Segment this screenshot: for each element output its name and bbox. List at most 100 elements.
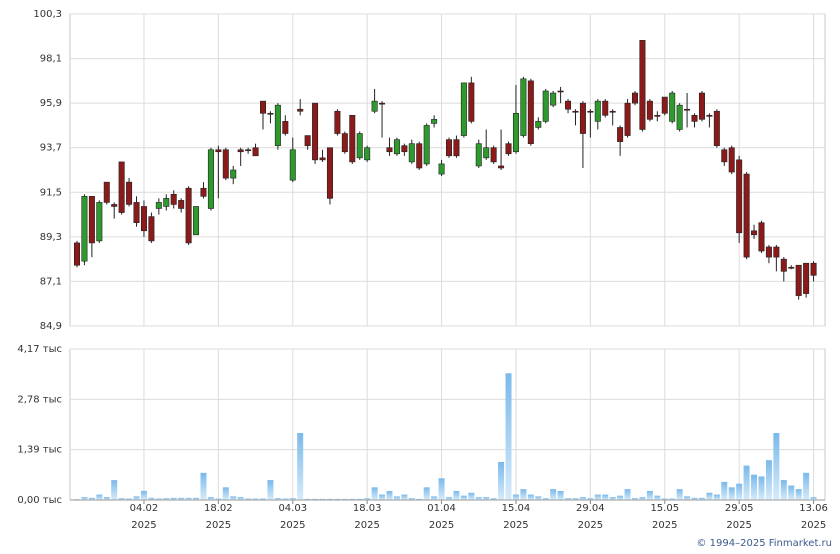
candle-body — [684, 108, 691, 111]
volume-bar — [207, 497, 214, 500]
candle-body — [780, 258, 787, 272]
candle-body — [445, 139, 452, 157]
candle-body — [401, 145, 408, 153]
x-tick-label: 18.03 — [353, 503, 382, 514]
candle-body — [170, 194, 177, 205]
x-tick-label: 29.04 — [576, 503, 605, 514]
candle-body — [304, 135, 311, 146]
volume-bar — [274, 498, 281, 500]
volume-bar — [230, 496, 237, 500]
volume-bar — [252, 498, 259, 500]
volume-bar — [512, 494, 519, 500]
volume-bar — [200, 472, 207, 500]
candle-body — [326, 147, 333, 199]
volume-bar — [579, 497, 586, 500]
volume-bar — [751, 474, 758, 500]
x-tick-label: 04.03 — [278, 503, 307, 514]
volume-bar — [639, 497, 646, 500]
volume-bar — [341, 498, 348, 500]
candle-body — [765, 246, 772, 258]
volume-bar — [237, 497, 244, 500]
y-tick-label: 4,17 тыс — [17, 344, 62, 355]
candle-body — [230, 169, 237, 179]
y-tick-label: 98,1 — [40, 54, 62, 65]
candle-body — [96, 202, 103, 242]
volume-bar — [170, 497, 177, 500]
candle-body — [609, 110, 616, 113]
candle-body — [163, 198, 170, 207]
volume-bar — [803, 472, 810, 500]
x-tick-year: 2025 — [503, 520, 528, 531]
candle-body — [438, 163, 445, 175]
candle-body — [795, 264, 802, 296]
candle-body — [624, 102, 631, 136]
candle-body — [252, 147, 259, 157]
volume-bar — [260, 498, 266, 500]
volume-bar — [215, 498, 222, 500]
x-tick-year: 2025 — [801, 520, 826, 531]
candle-body — [498, 165, 505, 169]
candle-body — [74, 242, 81, 266]
y-tick-label: 95,9 — [40, 98, 62, 109]
candle-body — [245, 149, 252, 152]
candle-body — [178, 200, 185, 209]
candle-body — [282, 121, 289, 134]
volume-bar — [706, 492, 713, 500]
candle-body — [222, 149, 229, 179]
candle-body — [587, 110, 594, 113]
volume-frame — [69, 348, 826, 501]
volume-bar — [155, 498, 162, 500]
volume-bar — [572, 498, 579, 500]
volume-bar — [326, 498, 333, 500]
volume-bar — [111, 480, 118, 500]
candle-body — [408, 143, 415, 163]
candle-body — [698, 92, 705, 120]
volume-bar — [371, 487, 378, 500]
candle-body — [736, 159, 743, 234]
candle-body — [453, 139, 460, 157]
volume-bar — [542, 498, 549, 500]
volume-bar — [88, 497, 95, 500]
volume-bar — [304, 498, 311, 500]
candle-body — [289, 149, 296, 181]
candle-body — [594, 100, 601, 122]
x-tick-year: 2025 — [429, 520, 454, 531]
volume-bar — [535, 496, 542, 500]
volume-bar — [691, 497, 698, 500]
candle-body — [483, 147, 490, 159]
volume-bar — [550, 489, 557, 500]
volume-bar — [765, 460, 772, 500]
candle-body — [773, 246, 780, 258]
volume-bar — [408, 498, 415, 500]
volume-bar — [193, 497, 200, 500]
candle-body — [646, 100, 653, 120]
candle-body — [431, 119, 438, 124]
volume-bar — [334, 498, 341, 500]
y-tick-label: 93,7 — [40, 143, 62, 154]
x-tick-year: 2025 — [578, 520, 603, 531]
candle-body — [751, 230, 758, 236]
candle-body — [728, 147, 735, 173]
volume-bar — [96, 494, 103, 500]
volume-bar — [527, 494, 534, 500]
candle-body — [200, 187, 207, 197]
volume-bar — [594, 494, 601, 500]
volume-bar — [684, 496, 691, 500]
volume-bar — [222, 487, 229, 500]
candle-body — [475, 143, 482, 167]
volume-bar — [312, 498, 319, 500]
volume-bar — [780, 480, 787, 500]
volume-bar — [773, 433, 780, 500]
volume-bar — [713, 494, 720, 500]
candle-body — [267, 112, 274, 115]
candle-body — [334, 110, 341, 134]
volume-bar — [245, 498, 252, 500]
volume-bar — [475, 497, 482, 500]
candle-body — [617, 127, 624, 142]
x-tick-label: 15.05 — [650, 503, 679, 514]
candle-body — [468, 82, 475, 122]
candle-body — [118, 161, 125, 213]
candle-body — [713, 110, 720, 146]
candle-body — [423, 125, 430, 165]
